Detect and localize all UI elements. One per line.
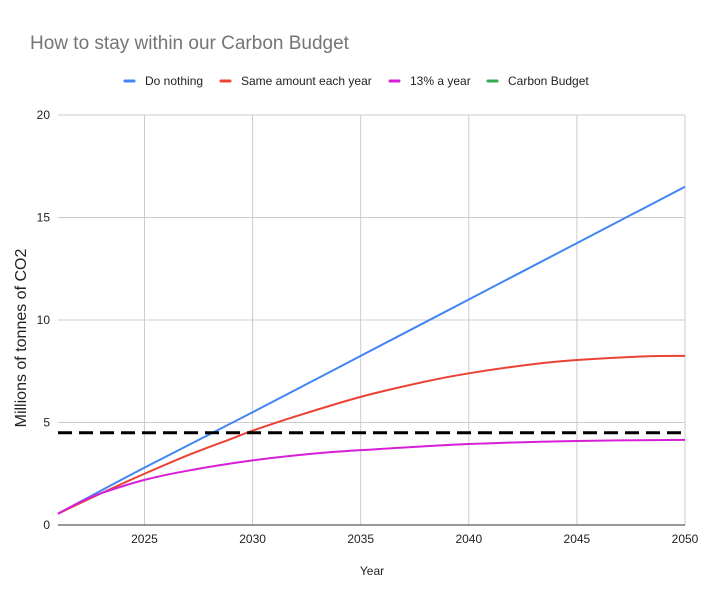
x-tick-label: 2030 <box>239 532 266 546</box>
y-tick-label: 20 <box>37 108 51 122</box>
x-tick-label: 2050 <box>672 532 699 546</box>
x-axis-label: Year <box>360 564 384 578</box>
x-tick-label: 2045 <box>564 532 591 546</box>
x-axis-ticks: 2025 2030 2035 2040 2045 2050 <box>131 532 699 546</box>
legend-label: Carbon Budget <box>508 74 589 88</box>
legend-label: 13% a year <box>410 74 471 88</box>
series-line-1 <box>57 354 686 515</box>
y-axis-label: Millions of tonnes of CO2 <box>13 249 30 428</box>
gridlines <box>58 114 686 525</box>
x-tick-label: 2025 <box>131 532 158 546</box>
x-tick-label: 2040 <box>455 532 482 546</box>
series-line-2 <box>57 438 686 515</box>
series-line-0 <box>57 185 686 515</box>
y-tick-label: 10 <box>37 313 51 327</box>
legend-label: Same amount each year <box>241 74 372 88</box>
y-tick-label: 0 <box>43 518 50 532</box>
legend: Do nothing Same amount each year 13% a yea… <box>123 74 589 88</box>
y-tick-label: 5 <box>43 416 50 430</box>
legend-label: Do nothing <box>145 74 203 88</box>
y-tick-label: 15 <box>37 211 51 225</box>
series-lines <box>57 185 686 515</box>
x-tick-label: 2035 <box>347 532 374 546</box>
chart-title: How to stay within our Carbon Budget <box>30 33 350 54</box>
y-axis-ticks: 0 5 10 15 20 <box>37 108 51 532</box>
